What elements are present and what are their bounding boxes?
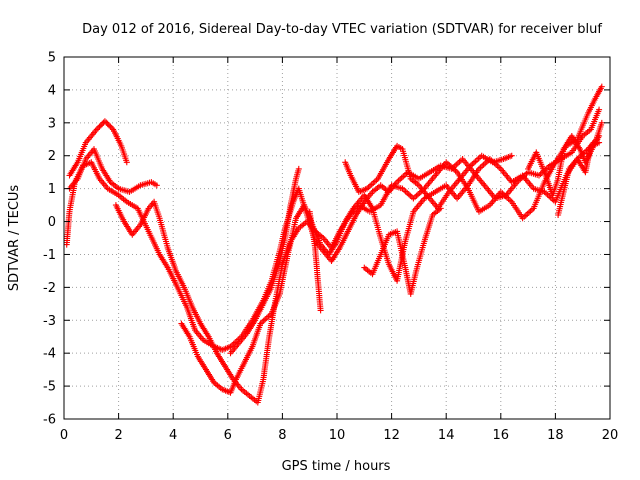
y-axis-title: SDTVAR / TECUs [7,185,22,292]
y-tick-label: -5 [43,380,56,395]
y-tick-label: 1 [48,182,56,197]
data-point-marker [508,152,515,159]
x-tick-label: 20 [602,428,619,443]
y-tick-labels: -6 -5 -4 -3 -2 -1 0 1 2 3 4 5 [43,51,56,428]
x-tick-label: 10 [329,428,346,443]
data-point-marker [598,83,605,90]
y-tick-label: 2 [48,149,56,164]
x-tick-labels: 0 2 4 6 8 10 12 14 16 18 20 [60,428,618,443]
data-point-marker [107,123,114,130]
data-point-marker [596,139,603,146]
series-track-f [227,165,302,357]
y-tick-label: 4 [48,83,56,98]
y-tick-label: 5 [48,51,56,66]
x-tick-label: 2 [114,428,122,443]
x-tick-label: 12 [383,428,400,443]
series-track-g [306,208,324,314]
y-tick-label: -4 [43,347,56,362]
data-point-marker [106,122,112,129]
x-axis-title: GPS time / hours [282,459,391,474]
data-point-marker [598,119,605,126]
series-track-a [66,118,130,179]
x-tick-label: 4 [169,428,177,443]
y-tick-label: -3 [43,314,56,329]
data-point-marker [295,165,302,172]
series-track-h [361,205,444,297]
series-track-c [66,146,160,195]
y-tick-label: -6 [43,413,56,428]
x-tick-label: 0 [60,428,68,443]
data-point-marker [95,125,102,131]
data-point-marker [93,126,100,133]
y-tick-label: -1 [43,248,56,263]
x-tick-label: 18 [547,428,564,443]
data-point-marker [596,106,603,113]
data-point-marker [108,125,115,131]
data-point-marker [104,120,111,127]
data-point-marker [596,132,603,139]
x-tick-label: 16 [493,428,510,443]
data-point-marker [153,182,160,189]
series-track-i [342,142,515,212]
data-point-marker [101,118,108,125]
data-point-marker [123,159,130,166]
data-point-marker [317,307,324,314]
data-point-marker [99,120,106,127]
y-tick-label: 0 [48,215,56,230]
data-point-marker [96,123,103,130]
data-point-marker [103,119,110,126]
x-tick-label: 6 [224,428,232,443]
data-point-marker [97,122,104,129]
y-tick-label: -2 [43,281,56,296]
y-tick-label: 3 [48,116,56,131]
series-track-k [555,139,603,218]
axis-ticks [63,56,611,420]
x-tick-label: 14 [438,428,455,443]
data-points [63,83,605,406]
chart-title: Day 012 of 2016, Sidereal Day-to-day VTE… [82,22,602,37]
x-tick-label: 8 [278,428,286,443]
